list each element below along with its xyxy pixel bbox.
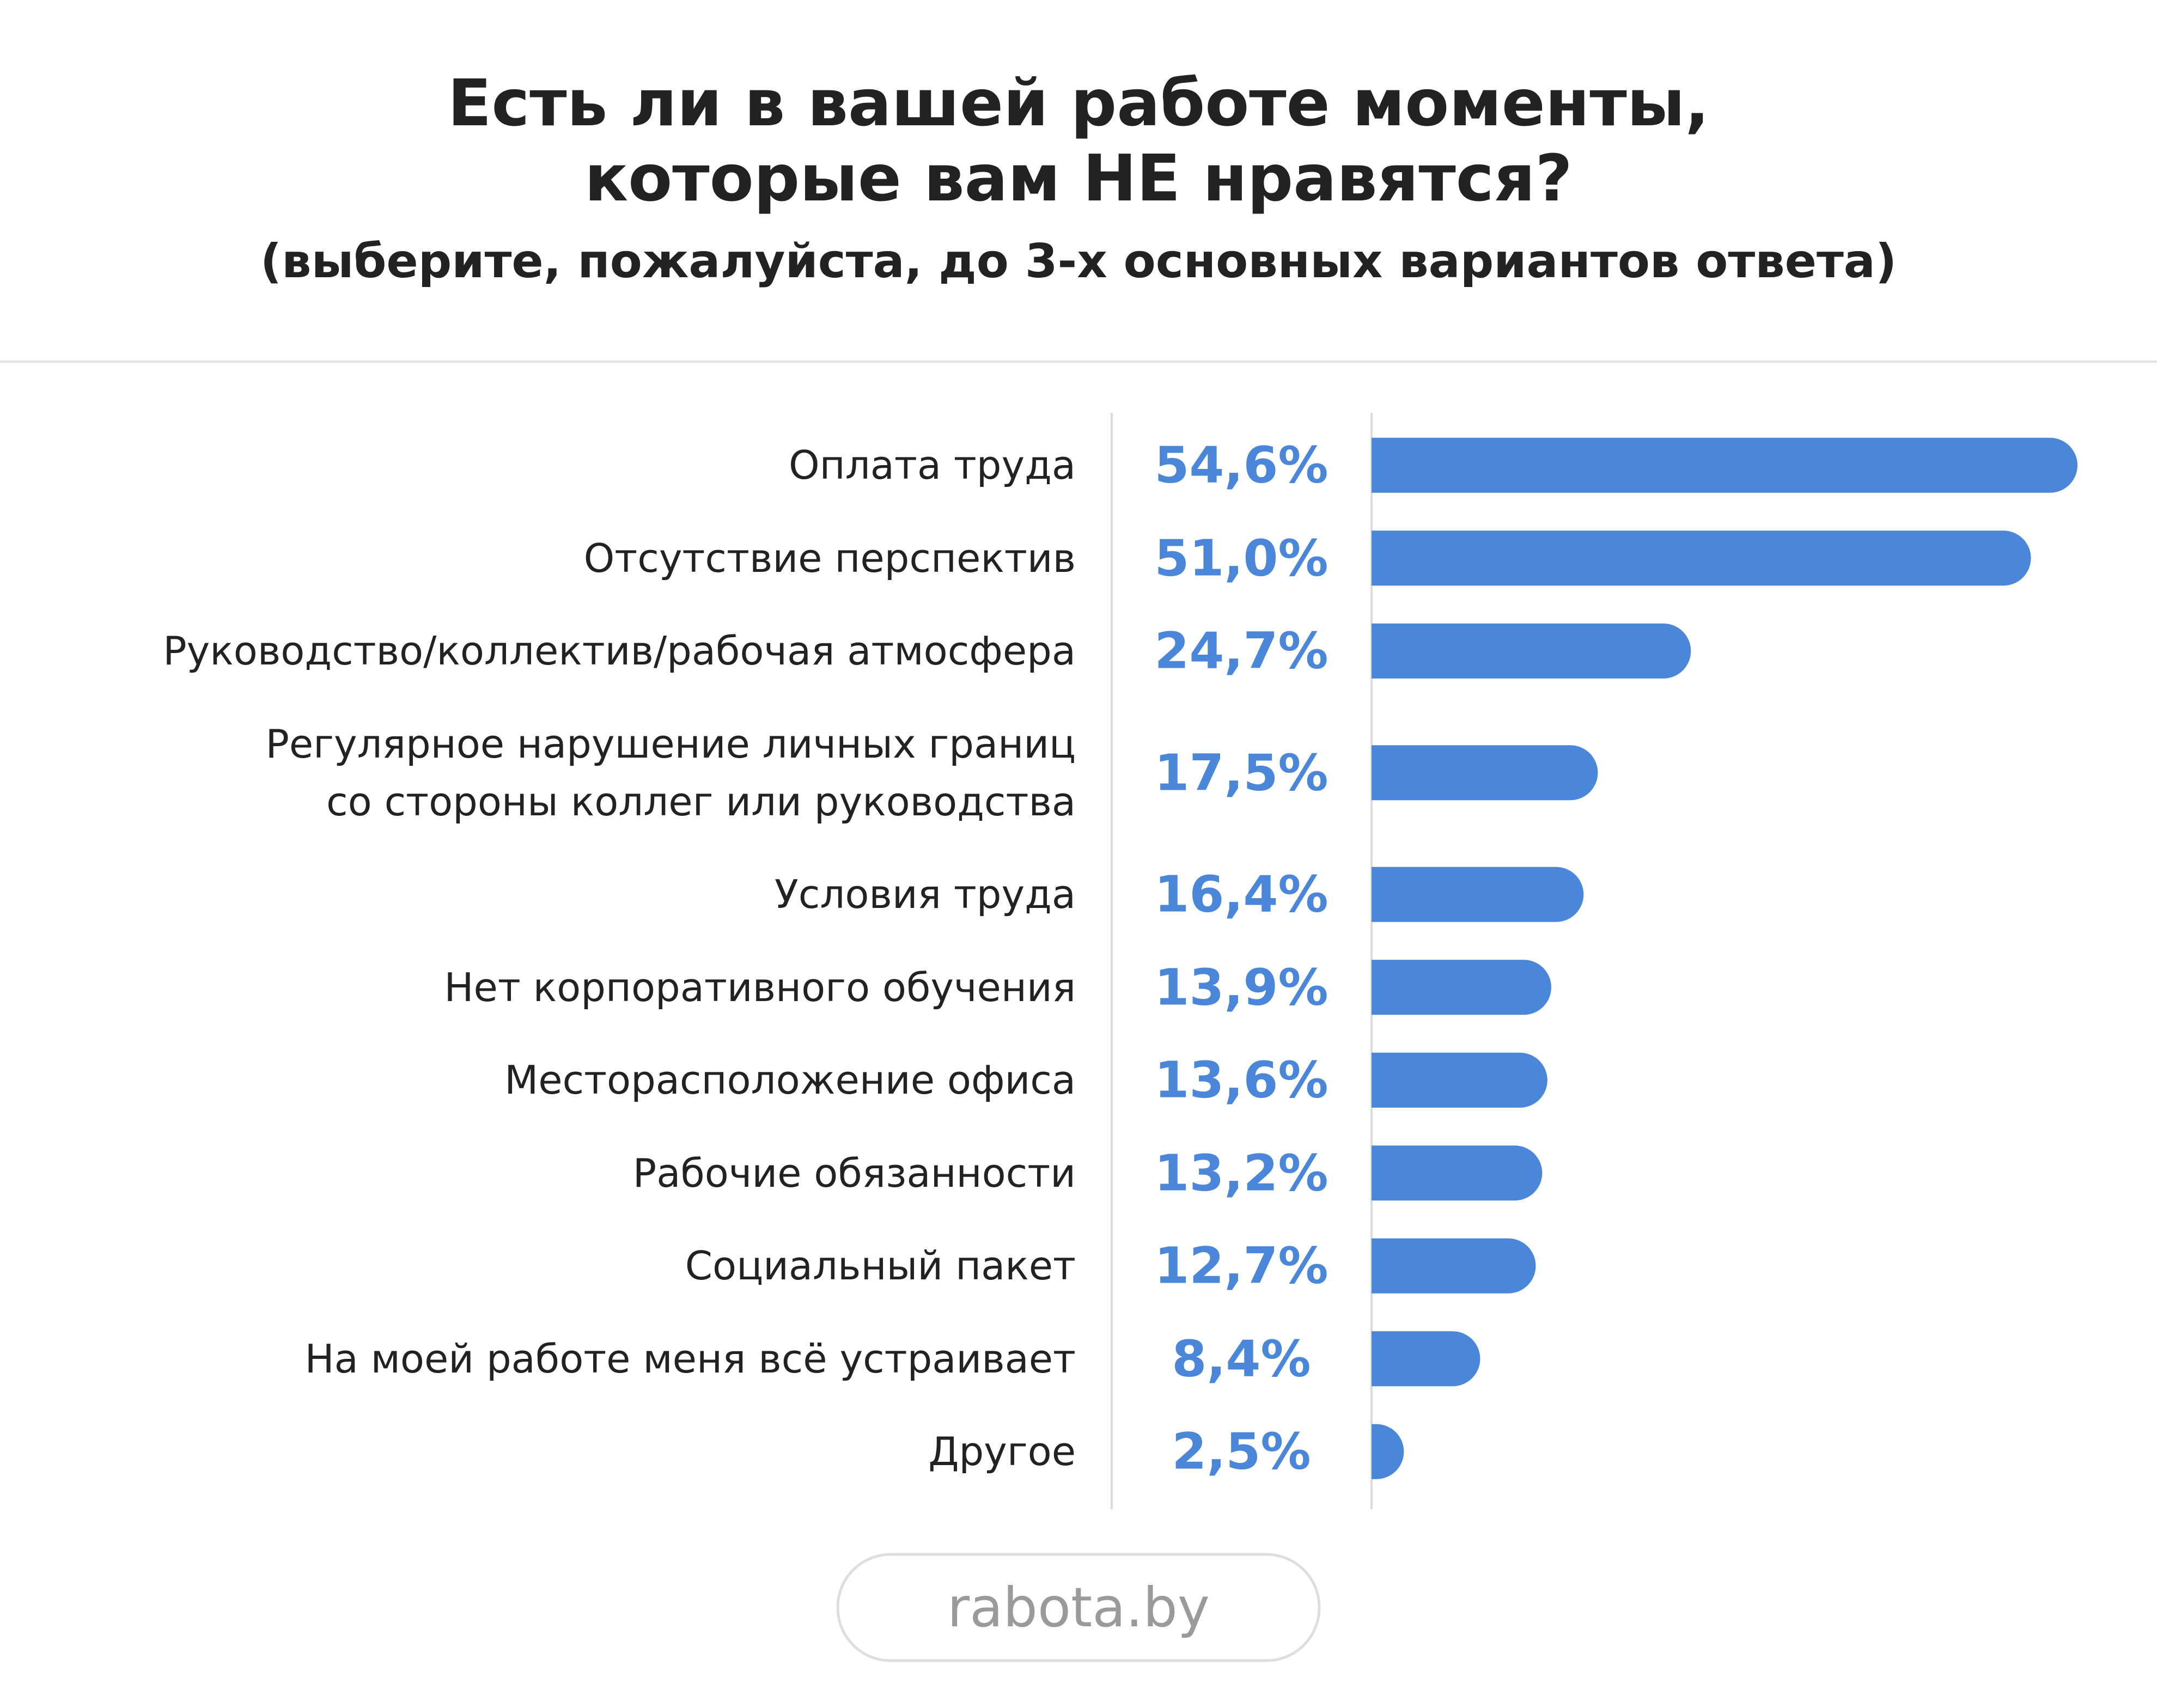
value-label: 8,4%	[1172, 1329, 1311, 1388]
value-label: 54,6%	[1154, 436, 1329, 495]
value-label: 13,2%	[1154, 1144, 1329, 1203]
value-label: 24,7%	[1154, 621, 1329, 680]
category-label: Нет корпоративного обучения	[444, 964, 1076, 1010]
chart-subtitle: (выберите, пожалуйста, до 3-х основных в…	[260, 234, 1897, 289]
category-label: Оплата труда	[789, 442, 1076, 489]
category-label: Отсутствие перспектив	[583, 535, 1076, 581]
category-label: Месторасположение офиса	[504, 1057, 1076, 1103]
source-pill	[836, 1553, 1321, 1662]
value-label: 13,9%	[1154, 958, 1329, 1017]
category-label: На моей работе меня всё устраивает	[304, 1335, 1076, 1382]
value-label: 16,4%	[1154, 865, 1329, 924]
bar	[1372, 1331, 1480, 1387]
bar	[1372, 1238, 1536, 1294]
bar	[1372, 623, 1691, 679]
bar	[1372, 1424, 1404, 1479]
bar	[1372, 530, 2031, 586]
category-label: Руководство/коллектив/рабочая атмосфера	[163, 628, 1076, 674]
value-label: 2,5%	[1172, 1422, 1311, 1481]
bar	[1372, 437, 2077, 493]
category-label: Рабочие обязанности	[632, 1150, 1076, 1196]
value-label: 51,0%	[1154, 529, 1329, 588]
bar	[1372, 960, 1551, 1015]
bar	[1372, 1145, 1543, 1201]
category-label: Другое	[928, 1429, 1076, 1475]
bar	[1372, 745, 1598, 801]
chart-title: Есть ли в вашей работе моменты, которые …	[447, 65, 1710, 216]
value-label: 12,7%	[1154, 1236, 1329, 1295]
value-label: 13,6%	[1154, 1051, 1329, 1109]
category-label: Социальный пакет	[685, 1243, 1076, 1289]
source: rabota.by	[947, 1576, 1210, 1639]
bar	[1372, 867, 1584, 922]
value-label: 17,5%	[1154, 743, 1329, 802]
category-label: Регулярное нарушение личных границ со ст…	[265, 721, 1076, 825]
bar	[1372, 1052, 1547, 1108]
category-label: Условия труда	[774, 871, 1076, 918]
